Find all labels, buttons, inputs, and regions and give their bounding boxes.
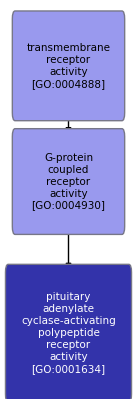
Text: G-protein
coupled
receptor
activity
[GO:0004930]: G-protein coupled receptor activity [GO:… [32,152,105,211]
FancyBboxPatch shape [5,265,132,399]
FancyBboxPatch shape [12,11,125,120]
Text: transmembrane
receptor
activity
[GO:0004888]: transmembrane receptor activity [GO:0004… [26,43,111,89]
Text: pituitary
adenylate
cyclase-activating
polypeptide
receptor
activity
[GO:0001634: pituitary adenylate cyclase-activating p… [21,292,116,374]
FancyBboxPatch shape [12,128,125,235]
